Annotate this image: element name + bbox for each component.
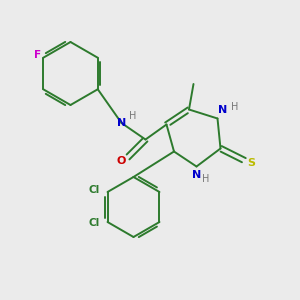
Text: Cl: Cl <box>88 184 100 195</box>
Text: F: F <box>34 50 41 60</box>
Text: N: N <box>117 118 126 128</box>
Text: O: O <box>117 156 126 166</box>
Text: Cl: Cl <box>88 218 100 229</box>
Text: S: S <box>247 158 255 168</box>
Text: N: N <box>218 105 227 115</box>
Text: H: H <box>202 174 210 184</box>
Text: H: H <box>129 111 137 122</box>
Text: N: N <box>193 170 202 180</box>
Text: H: H <box>231 101 239 112</box>
